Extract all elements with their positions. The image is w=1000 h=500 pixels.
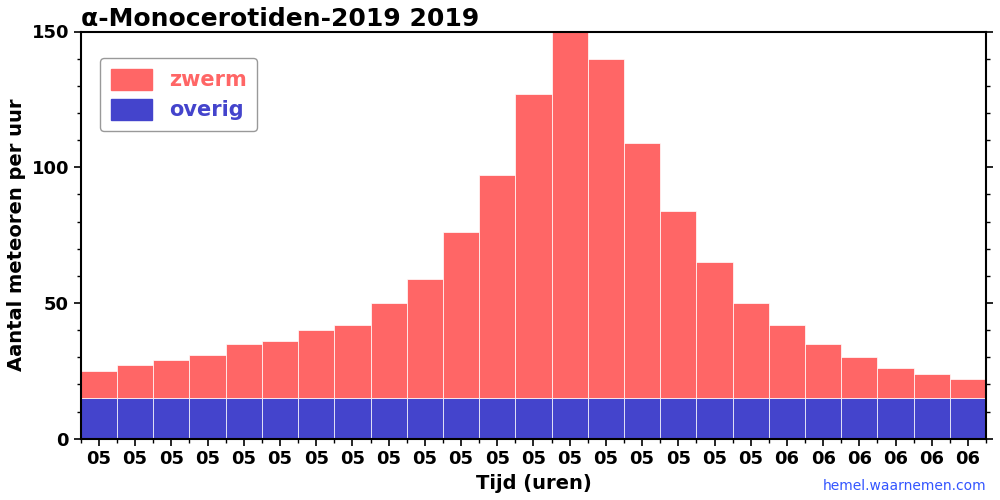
Bar xyxy=(81,371,117,398)
Bar xyxy=(117,398,153,438)
Bar xyxy=(733,303,769,398)
Bar xyxy=(552,32,588,398)
Bar xyxy=(189,398,226,438)
Bar xyxy=(226,398,262,438)
Bar xyxy=(407,278,443,398)
Bar xyxy=(226,344,262,398)
Bar xyxy=(298,398,334,438)
Bar xyxy=(624,143,660,398)
Bar xyxy=(262,341,298,398)
Y-axis label: Aantal meteoren per uur: Aantal meteoren per uur xyxy=(7,99,26,371)
Bar xyxy=(733,398,769,438)
Bar xyxy=(371,303,407,398)
Bar xyxy=(443,398,479,438)
Text: α-Monocerotiden-2019 2019: α-Monocerotiden-2019 2019 xyxy=(81,7,479,31)
Bar xyxy=(805,344,841,398)
Bar xyxy=(189,354,226,398)
Bar xyxy=(660,210,696,398)
Bar xyxy=(914,374,950,398)
Bar xyxy=(841,358,877,398)
Bar xyxy=(588,398,624,438)
Bar xyxy=(950,398,986,438)
Bar xyxy=(515,398,552,438)
Bar xyxy=(877,368,914,398)
Bar xyxy=(914,398,950,438)
Bar xyxy=(696,262,733,398)
Bar xyxy=(371,398,407,438)
Bar xyxy=(877,398,914,438)
Bar xyxy=(515,94,552,398)
Bar xyxy=(153,360,189,398)
Bar xyxy=(298,330,334,398)
Bar xyxy=(443,232,479,398)
Bar xyxy=(334,324,371,398)
Bar xyxy=(588,58,624,398)
Bar xyxy=(769,398,805,438)
Bar xyxy=(624,398,660,438)
Bar xyxy=(479,176,515,398)
Legend: zwerm, overig: zwerm, overig xyxy=(100,58,257,131)
X-axis label: Tijd (uren): Tijd (uren) xyxy=(476,474,591,493)
Bar xyxy=(117,366,153,398)
Bar xyxy=(81,398,117,438)
Text: hemel.waarnemen.com: hemel.waarnemen.com xyxy=(822,480,986,494)
Bar xyxy=(950,379,986,398)
Bar xyxy=(153,398,189,438)
Bar xyxy=(769,324,805,398)
Bar xyxy=(479,398,515,438)
Bar xyxy=(407,398,443,438)
Bar xyxy=(552,398,588,438)
Bar xyxy=(660,398,696,438)
Bar xyxy=(805,398,841,438)
Bar xyxy=(334,398,371,438)
Bar xyxy=(841,398,877,438)
Bar xyxy=(696,398,733,438)
Bar xyxy=(262,398,298,438)
